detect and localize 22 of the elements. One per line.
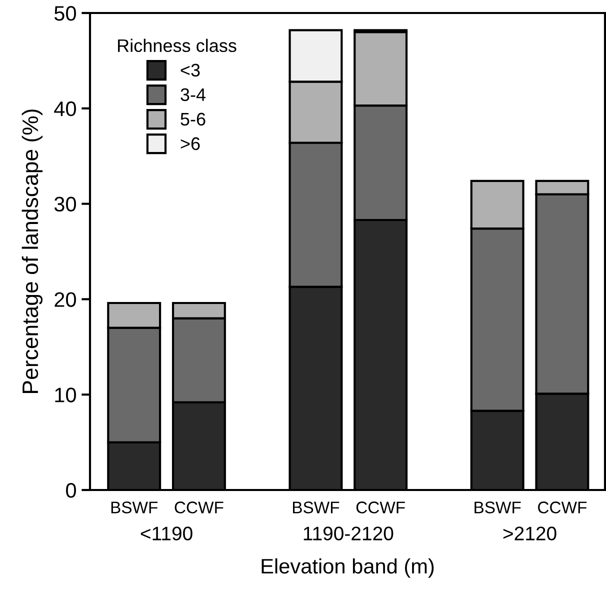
y-tick-label: 20	[54, 292, 76, 307]
x-tick-label: CCWF	[538, 502, 587, 514]
y-tick-label: 30	[54, 196, 76, 212]
y-tick-label: 50	[54, 6, 76, 21]
y-tick-label: 40	[54, 101, 76, 116]
legend-label: 3-4	[180, 88, 206, 102]
legend-label: <3	[180, 64, 200, 77]
legend-title: Richness class	[118, 38, 236, 52]
x-tick-label: CCWF	[356, 502, 405, 514]
y-tick-label: 0	[66, 483, 76, 498]
y-tick-label: 10	[55, 388, 76, 402]
x-tick-label: BSWF	[111, 502, 158, 514]
x-tick-label: BSWF	[474, 502, 521, 514]
x-axis-title: Elevation band (m)	[262, 558, 434, 578]
legend-label: 5-6	[180, 112, 206, 126]
legend-label: >6	[180, 137, 200, 150]
x-tick-label: BSWF	[293, 502, 340, 514]
text: 1190-2120	[304, 526, 394, 540]
text: >2120	[503, 526, 556, 540]
x-tick-label: CCWF	[174, 502, 224, 514]
text: <1190	[140, 526, 192, 540]
y-axis-title: Percentage of landscape (%)	[22, 110, 43, 393]
